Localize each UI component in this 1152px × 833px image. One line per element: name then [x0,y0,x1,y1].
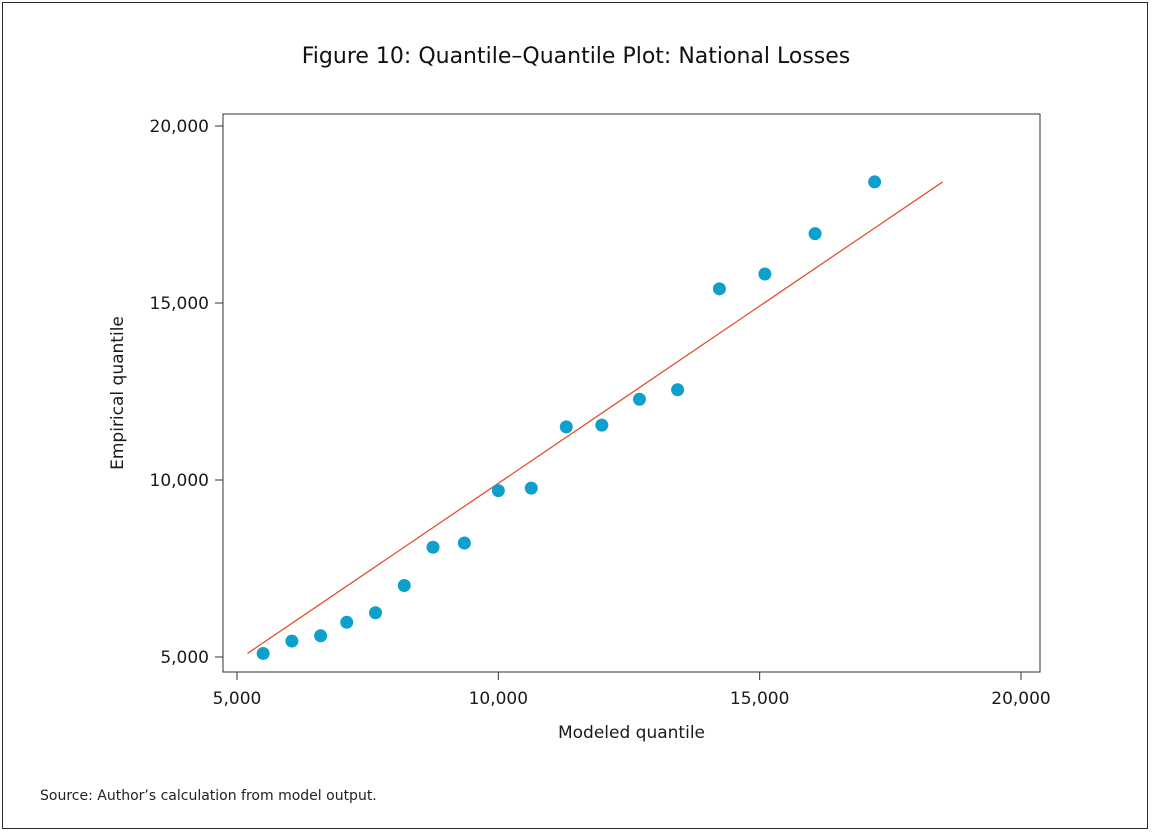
x-tick-label: 15,000 [730,689,789,709]
data-points [256,175,882,660]
data-point [491,484,505,498]
reference-line [247,181,943,654]
data-point [595,418,609,432]
x-tick-label: 20,000 [991,689,1050,709]
x-tick-label: 10,000 [469,689,528,709]
data-point [559,420,573,434]
data-point [340,615,354,629]
data-point [868,175,882,189]
data-point [314,629,328,643]
data-point [712,282,726,296]
figure-title: Figure 10: Quantile–Quantile Plot: Natio… [301,44,851,69]
x-tick-label: 5,000 [213,689,262,709]
data-point [457,536,471,550]
plot-area [222,113,1041,673]
data-point [426,540,440,554]
y-tick-label: 10,000 [150,471,209,491]
data-point [808,227,822,241]
data-point [671,383,685,397]
source-note: Source: Author’s calculation from model … [40,788,377,804]
x-axis-label: Modeled quantile [558,723,705,743]
y-axis: 5,000 10,000 15,000 20,000 [150,117,223,668]
data-point [285,634,299,648]
y-tick-label: 15,000 [150,294,209,314]
y-axis-label: Empirical quantile [108,316,128,470]
data-point [758,267,772,281]
data-point [397,578,411,592]
y-tick-label: 5,000 [160,648,209,668]
y-tick-label: 20,000 [150,117,209,137]
data-point [632,392,646,406]
data-point [369,606,383,620]
x-axis: 5,000 10,000 15,000 20,000 [213,672,1051,709]
data-point [256,646,270,660]
data-point [524,481,538,495]
